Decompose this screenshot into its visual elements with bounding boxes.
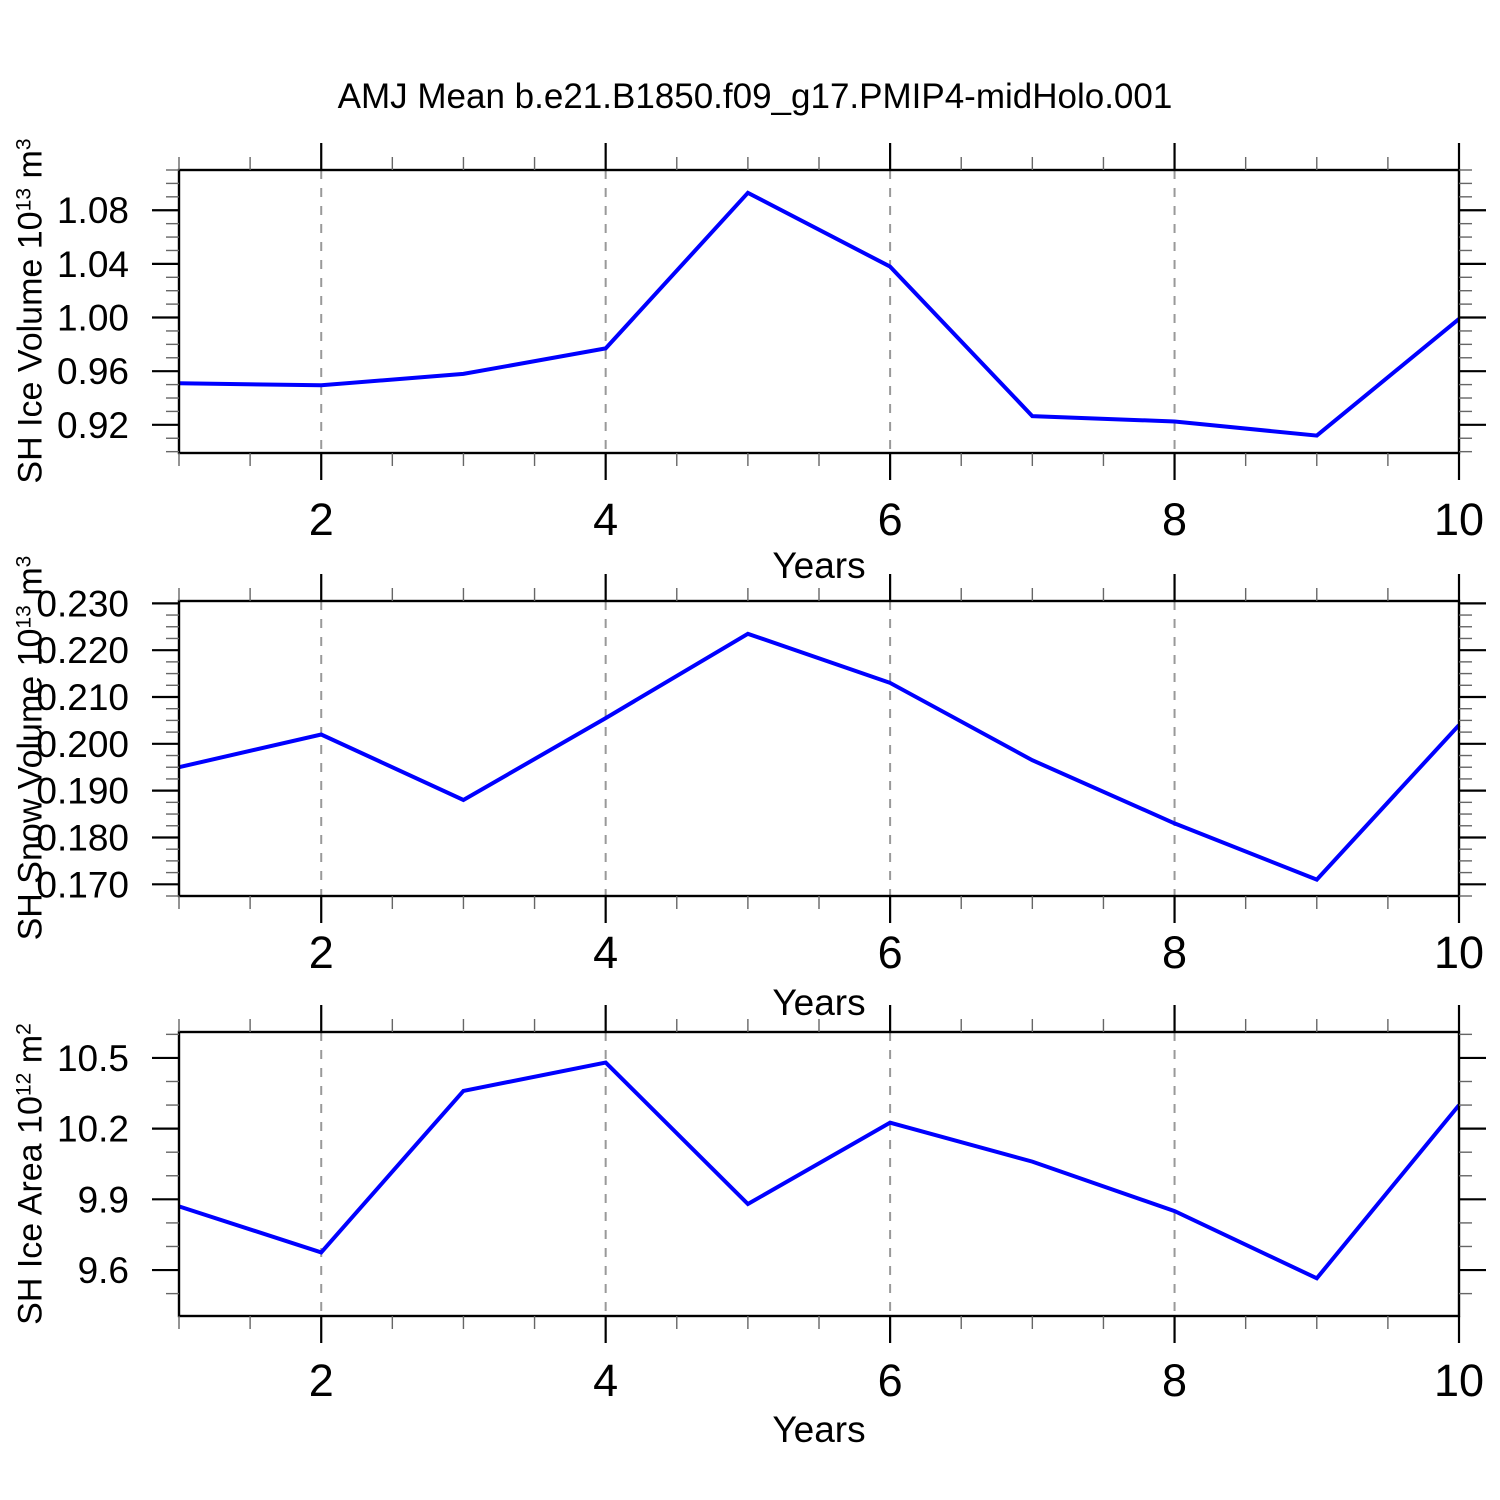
- figure-title: AMJ Mean b.e21.B1850.f09_g17.PMIP4-midHo…: [337, 77, 1173, 116]
- axes-frame: [177, 168, 1461, 455]
- y-axis-title-unit: m: [11, 150, 50, 188]
- x-tick-label: 8: [1162, 1355, 1187, 1406]
- y-tick-label: 0.190: [36, 771, 129, 812]
- x-tick-label: 8: [1162, 494, 1187, 545]
- y-axis-title-text: SH Ice Volume 10: [11, 211, 50, 484]
- y-tick-label: 0.210: [36, 677, 129, 718]
- exponent-superscript: 13: [12, 605, 36, 629]
- y-axis-title-text: SH Ice Area 10: [11, 1096, 50, 1325]
- exponent-superscript: 3: [12, 138, 36, 151]
- y-tick-label: 9.9: [78, 1179, 129, 1220]
- series-line-1: [178, 631, 1461, 882]
- y-tick-label: 0.96: [57, 351, 129, 392]
- x-tick-label: 2: [309, 1355, 334, 1406]
- panel-ice-area: 9.6 9.9 10.2 10.5 2 4 6 8 10: [57, 1005, 1486, 1406]
- x-tick-label: 4: [593, 927, 618, 978]
- y-axis-title-unit: m: [11, 1034, 50, 1073]
- series-line-0: [178, 190, 1461, 438]
- x-tick-label: 2: [309, 927, 334, 978]
- x-tick-label: 6: [878, 927, 903, 978]
- exponent-superscript: 3: [12, 555, 36, 568]
- y-axis-title-snow-volume: SH Snow Volume 1013 m3: [12, 556, 51, 941]
- y-axis-title-ice-area: SH Ice Area 1012 m2: [12, 1023, 51, 1325]
- x-tick-label: 4: [593, 1355, 618, 1406]
- exponent-superscript: 2: [12, 1023, 36, 1035]
- y-tick-label: 10.5: [57, 1038, 129, 1079]
- y-axis-title-text: SH Snow Volume 10: [11, 628, 50, 941]
- y-tick-label: 1.00: [57, 298, 129, 339]
- y-tick-label: 0.220: [36, 630, 129, 671]
- exponent-superscript: 12: [12, 1072, 36, 1097]
- y-axis-title-unit: m: [11, 567, 50, 606]
- axes-frame: [177, 1030, 1461, 1318]
- x-tick-label: 10: [1434, 494, 1484, 545]
- axes-frame: [177, 599, 1461, 898]
- y-tick-label: 0.92: [57, 405, 129, 446]
- x-tick-label: 8: [1162, 927, 1187, 978]
- panel-ice-volume: 0.92 0.96 1.00 1.04 1.08 2 4 6 8 10: [57, 143, 1486, 545]
- exponent-superscript: 13: [12, 187, 36, 212]
- series-line-2: [178, 1060, 1461, 1281]
- y-tick-label: 10.2: [57, 1109, 129, 1150]
- x-tick-label: 6: [878, 1355, 903, 1406]
- x-tick-label: 10: [1434, 927, 1484, 978]
- y-tick-label: 0.200: [36, 724, 129, 765]
- y-tick-label: 1.08: [57, 190, 129, 231]
- y-tick-label: 0.180: [36, 817, 129, 858]
- x-tick-label: 2: [309, 494, 334, 545]
- x-tick-label: 10: [1434, 1355, 1484, 1406]
- y-tick-label: 0.170: [36, 864, 129, 905]
- y-tick-label: 1.04: [57, 244, 129, 285]
- x-axis-title-panel2: Years: [772, 982, 866, 1023]
- x-axis-title-panel3: Years: [772, 1409, 866, 1450]
- x-tick-label: 6: [878, 494, 903, 545]
- panel-snow-volume: 0.170 0.180 0.190 0.200 0.210 0.220 0.230 2 4 6 8 1…: [36, 574, 1486, 978]
- x-axis-title-panel1: Years: [772, 545, 866, 586]
- y-axis-title-ice-volume: SH Ice Volume 1013 m3: [12, 138, 51, 483]
- x-tick-label: 4: [593, 494, 618, 545]
- y-tick-label: 9.6: [78, 1250, 129, 1291]
- y-tick-label: 0.230: [36, 583, 129, 624]
